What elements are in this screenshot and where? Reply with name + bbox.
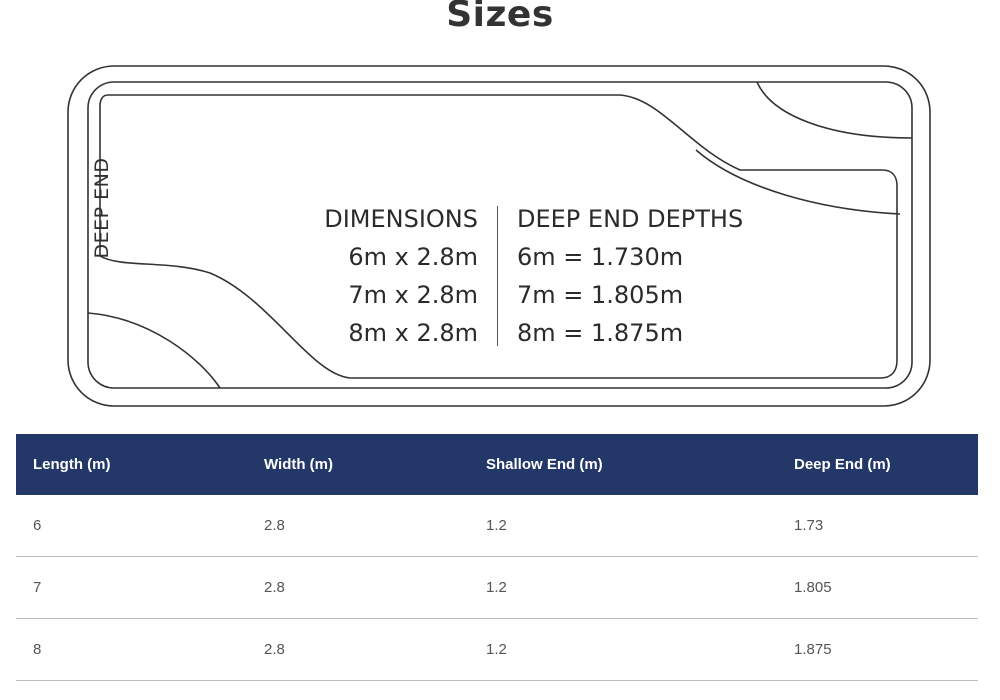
cell-deep-end: 1.875 (777, 618, 978, 681)
depth-item: 6m = 1.730m (517, 243, 684, 271)
dimensions-heading: DIMENSIONS (324, 205, 478, 233)
cell-length: 8 (16, 618, 247, 681)
column-header-deep-end: Deep End (m) (777, 434, 978, 495)
table-header-row: Length (m) Width (m) Shallow End (m) Dee… (16, 434, 978, 495)
depths-column: DEEP END DEPTHS 6m = 1.730m 7m = 1.805m … (517, 200, 743, 352)
dimension-item: 6m x 2.8m (348, 243, 478, 271)
pool-diagram: DEEP END DIMENSIONS 6m x 2.8m 7m x 2.8m … (60, 58, 940, 418)
column-header-width: Width (m) (247, 434, 469, 495)
dimension-item: 8m x 2.8m (348, 319, 478, 347)
curved-seat-right (695, 149, 901, 215)
column-header-length: Length (m) (16, 434, 247, 495)
table-row: 7 2.8 1.2 1.805 (16, 556, 978, 619)
cell-length: 6 (16, 495, 247, 557)
cell-width: 2.8 (247, 618, 469, 681)
dimension-item: 7m x 2.8m (348, 281, 478, 309)
cell-deep-end: 1.73 (777, 495, 978, 557)
cell-shallow-end: 1.2 (469, 618, 777, 681)
sizes-table: Length (m) Width (m) Shallow End (m) Dee… (16, 434, 978, 681)
column-header-shallow-end: Shallow End (m) (469, 434, 777, 495)
cell-width: 2.8 (247, 556, 469, 619)
cell-shallow-end: 1.2 (469, 495, 777, 557)
table-row: 6 2.8 1.2 1.73 (16, 495, 978, 557)
corner-step-top-right (756, 81, 913, 139)
pool-outer-edge (67, 65, 931, 407)
depths-heading: DEEP END DEPTHS (517, 205, 744, 233)
cell-deep-end: 1.805 (777, 556, 978, 619)
depth-item: 8m = 1.875m (517, 319, 684, 347)
pool-inner-edge (87, 81, 913, 389)
cell-width: 2.8 (247, 495, 469, 557)
depth-item: 7m = 1.805m (517, 281, 684, 309)
cell-length: 7 (16, 556, 247, 619)
pool-water-edge (99, 94, 898, 379)
pool-outline-drawing (67, 65, 931, 407)
table-row: 8 2.8 1.2 1.875 (16, 618, 978, 681)
dimensions-column: DIMENSIONS 6m x 2.8m 7m x 2.8m 8m x 2.8m (324, 200, 478, 352)
cell-shallow-end: 1.2 (469, 556, 777, 619)
dimensions-divider (497, 206, 498, 346)
page-title: Sizes (446, 0, 554, 35)
corner-step-bottom-left (87, 312, 221, 389)
deep-end-label: DEEP END (91, 157, 113, 259)
